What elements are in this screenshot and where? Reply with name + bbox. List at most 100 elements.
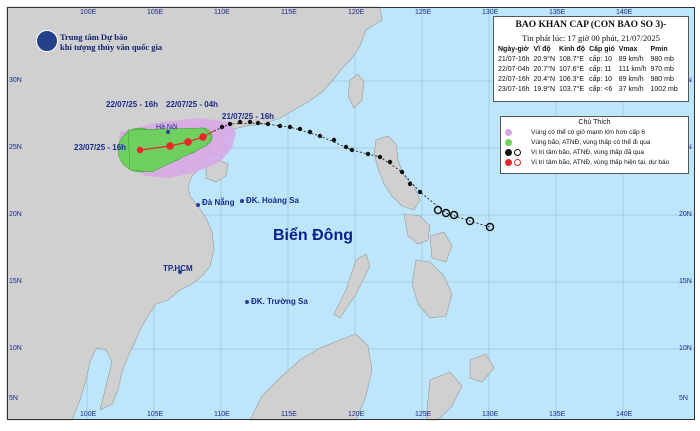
lon-top-110: 110E [214,9,230,16]
lat-right-5: 5N [679,395,688,402]
column-header: Ngày-giờ [498,46,529,53]
lat-left-5: 5N [9,395,18,402]
table-cell: 106.3°E [559,76,585,83]
column-header: Cấp gió [589,46,615,53]
table-cell: 970 mb [650,66,674,73]
lat-left-20: 20N [9,211,22,218]
column-header: Kinh độ [559,46,586,53]
table-row: 22/07-04h 20.7°N 107.6°E cấp: 11 111 km/… [496,65,680,75]
hcm-marker [178,270,182,274]
hoang-sa-marker [240,199,244,203]
table-cell: 19.9°N [533,86,556,93]
lat-right-20: 20N [679,211,692,218]
lat-left-10: 10N [9,345,22,352]
forecast-label-23-16h: 23/07/25 - 16h [74,143,127,152]
column-header: Pmin [650,46,668,53]
lon-bottom-125: 125E [415,411,432,418]
legend-item-forecast-position: Vị trí tâm bão, ATNĐ, vùng thấp hiện tại… [505,159,669,166]
city-da-nang: Đà Nẵng [202,198,235,207]
table-cell: 980 mb [650,76,674,83]
forecast-label-22-04h: 22/07/25 - 04h [166,100,219,109]
table-row: 23/07-16h 19.9°N 103.7°E cấp: <6 37 km/h… [496,85,680,95]
legend-label: Vùng bão, ATNĐ, vùng thấp có thể đi qua [531,139,651,147]
table-cell: 89 km/h [618,56,644,63]
legend-label: Vùng có thể có gió mạnh lớn hơn cấp 6 [531,129,646,137]
past-track-line [213,122,491,228]
city-ha-noi: Hà Nội [156,124,178,131]
table-row: 22/07-16h 20.4°N 106.3°E cấp: 10 89 km/h… [496,75,680,85]
lat-left-25: 25N [9,144,22,151]
red-cyclone-icon [505,159,531,166]
lat-left-30: 30N [9,77,22,84]
table-cell: 108.7°E [559,56,585,63]
table-cell: 20.4°N [533,76,556,83]
forecast-positions [136,133,207,154]
city-truong-sa: ĐK. Trường Sa [251,297,308,306]
table-cell: 107.6°E [559,66,585,73]
table-cell: cấp: <6 [589,86,613,93]
lat-left-15: 15N [9,278,22,285]
legend-label: Vị trí tâm bão, ATNĐ, vùng thấp hiện tại… [531,159,670,167]
table-row: 21/07-16h 20.9°N 108.7°E cấp: 10 89 km/h… [496,55,680,65]
table-header-row: Ngày-giờ Vĩ độ Kinh độ Cấp gió Vmax Pmin [496,45,680,55]
table-cell: 22/07-16h [498,76,530,83]
column-header: Vĩ độ [533,46,551,53]
green-zone-icon [505,139,531,146]
lat-right-10: 10N [679,345,692,352]
table-cell: 89 km/h [618,76,644,83]
city-tp-hcm: TP.HCM [163,264,193,273]
black-cyclone-icon [505,149,531,156]
table-cell: 103.7°E [559,86,585,93]
forecast-label-21-16h: 21/07/25 - 16h [222,112,275,121]
lon-bottom-135: 135E [549,411,566,418]
lon-top-100: 100E [80,9,97,16]
lat-right-15: 15N [679,278,692,285]
city-hoang-sa: ĐK. Hoàng Sa [246,196,299,205]
agency-logo-icon [36,30,58,52]
lon-top-115: 115E [281,9,297,16]
table-cell: 22/07-04h [498,66,530,73]
lon-top-130: 130E [482,9,499,16]
past-track [219,119,495,232]
lon-bottom-100: 100E [80,411,97,418]
lon-bottom-120: 120E [348,411,365,418]
table-cell: 21/07-16h [498,56,530,63]
agency-name-line2: khí tượng thủy văn quốc gia [60,42,163,52]
lon-top-125: 125E [415,9,432,16]
table-cell: 20.7°N [533,66,556,73]
eastern-islands [425,353,495,421]
mainland-asia [6,6,383,421]
storm-cone [117,127,213,173]
lon-bottom-140: 140E [616,411,633,418]
lon-bottom-105: 105E [147,411,164,418]
map-legend: Chú Thích Vùng có thể có gió mạnh lớn hơ… [500,116,689,174]
legend-item-storm-cone: Vùng bão, ATNĐ, vùng thấp có thể đi qua [505,139,651,146]
philippines [333,135,453,319]
pink-zone-icon [505,129,531,136]
legend-title: Chú Thích [578,119,611,126]
storm-forecast-table: Ngày-giờ Vĩ độ Kinh độ Cấp gió Vmax Pmin… [496,45,680,95]
bulletin-title: BAO KHAN CAP (CON BAO SO 3)- [515,20,667,30]
borneo [249,333,373,421]
column-header: Vmax [618,46,638,53]
lon-top-120: 120E [348,9,365,16]
table-cell: cấp: 10 [589,56,613,63]
agency-name-line1: Trung tâm Dự báo [60,32,128,42]
lon-top-140: 140E [616,9,633,16]
da-nang-marker [196,203,200,207]
legend-item-past-position: Vị trí tâm bão, ATNĐ, vùng thấp đã qua [505,149,644,156]
table-cell: 23/07-16h [498,86,530,93]
truong-sa-marker [245,300,249,304]
table-cell: cấp: 11 [589,66,612,73]
sea-label-bien-dong: Biển Đông [273,227,353,244]
bulletin-issued-time: Tin phát lúc: 17 giờ 00 phút, 21/07/2025 [522,33,660,43]
lon-top-135: 135E [549,9,566,16]
storm-info-box: BAO KHAN CAP (CON BAO SO 3)- Tin phát lú… [493,16,689,102]
legend-item-wind-zone: Vùng có thể có gió mạnh lớn hơn cấp 6 [505,129,645,136]
forecast-label-22-16h: 22/07/25 - 16h [106,100,159,109]
ha-noi-marker [166,130,170,134]
legend-label: Vị trí tâm bão, ATNĐ, vùng thấp đã qua [531,149,644,157]
table-cell: cấp: 10 [589,76,613,83]
table-cell: 980 mb [650,56,674,63]
table-cell: 20.9°N [533,56,556,63]
